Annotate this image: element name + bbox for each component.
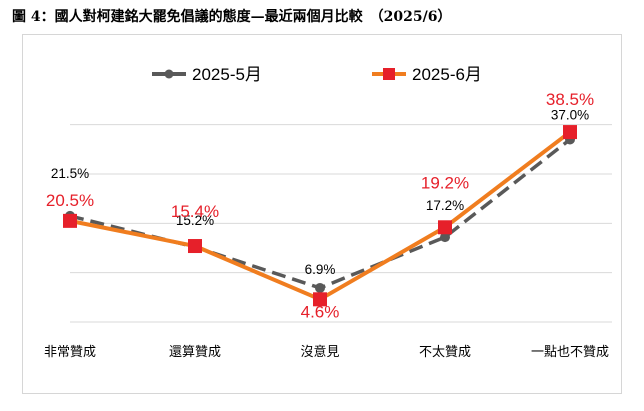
data-label: 20.5% [46,191,94,210]
gridlines [70,124,612,323]
data-label: 15.4% [171,202,219,221]
data-label: 19.2% [421,173,469,192]
chart-frame [22,34,622,394]
data-label: 21.5% [51,166,89,181]
x-tick-label: 還算贊成 [169,345,221,360]
legend-label: 2025-6月 [412,65,482,84]
data-point [438,220,452,235]
data-label: 15.2% [176,213,214,228]
x-axis-tick-labels: 非常贊成 還算贊成 沒意見 不太贊成 一點也不贊成 [44,344,609,360]
legend-label: 2025-5月 [192,65,262,84]
legend: 2025-5月 2025-6月 [152,65,482,84]
data-label: 37.0% [551,107,589,122]
data-label: 6.9% [305,262,336,277]
data-point [188,239,202,254]
data-point [315,282,325,293]
x-tick-label: 一點也不贊成 [531,345,609,360]
data-point [63,213,77,228]
data-label: 38.5% [546,90,594,109]
data-point [440,232,450,243]
data-label: 17.2% [426,198,464,213]
data-labels: 21.5% 15.2% 6.9% 17.2% 37.0% 20.5% 15.4% 4.6% 19… [46,90,594,321]
legend-marker [164,69,174,79]
data-label: 4.6% [301,302,340,321]
data-point [313,292,327,307]
legend-marker [383,68,395,80]
x-tick-label: 非常贊成 [44,345,96,360]
chart-title: 圖 4：國人對柯建銘大罷免倡議的態度—最近兩個月比較 （2025/6） [12,9,452,25]
data-point [563,125,577,140]
x-tick-label: 不太贊成 [419,345,471,360]
x-tick-label: 沒意見 [300,344,339,360]
series-markers [63,125,577,307]
